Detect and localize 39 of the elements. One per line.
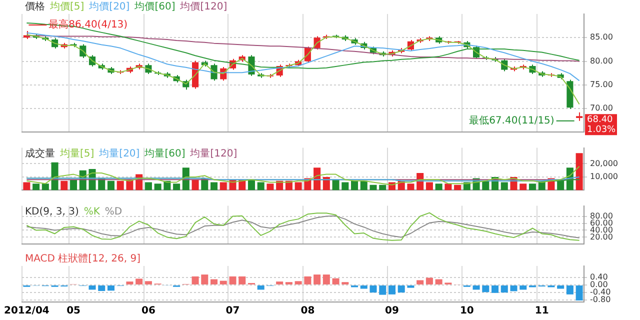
y-tick-label: 75.00	[590, 80, 613, 89]
y-tick-label: -0.80	[590, 295, 611, 304]
y-tick-label: 40.00	[590, 225, 613, 234]
series-label: 均量[20]	[98, 147, 140, 160]
annotation: 最低67.40(11/15)	[469, 115, 554, 126]
series-label: %K	[84, 206, 100, 218]
x-tick-label: 08	[300, 306, 315, 317]
text: 均量[120]	[189, 147, 238, 160]
x-tick-label: 07	[226, 306, 240, 317]
y-tick-label: 10,000	[590, 172, 618, 182]
text: 68.40	[587, 114, 614, 125]
y-tick-label: 80.00	[590, 211, 613, 220]
y-tick-label: 0.40	[590, 272, 608, 282]
x-tick-label: 2012/04	[4, 306, 50, 317]
y-tick-label: 0.00	[590, 280, 608, 290]
series-label: 均量[60]	[144, 147, 186, 160]
chart-title: MACD 柱狀體[12, 26, 9]	[25, 252, 141, 265]
text: 均價[120]	[179, 0, 228, 13]
series-label: %D	[104, 206, 122, 218]
y-tick-label: -0.40	[590, 288, 611, 297]
y-tick-label: 85.00	[590, 32, 613, 42]
legend-title: KD(9, 3, 3)	[25, 206, 79, 218]
y-tick-label: 20,000	[590, 158, 618, 168]
x-tick-label: 05	[66, 306, 81, 317]
x-tick-label: 11	[534, 306, 549, 317]
x-tick-label: 06	[141, 306, 156, 317]
y-tick-label: 20.00	[590, 232, 613, 242]
legend-title: 價格	[25, 0, 45, 13]
text: 均價[20]	[88, 0, 130, 13]
text: 均價[5]	[49, 0, 84, 13]
y-tick-label: 60.00	[590, 218, 613, 228]
y-tick-label: 70.00	[590, 104, 613, 113]
text: 均價[60]	[134, 0, 176, 13]
series-label: 均量[5]	[59, 147, 94, 160]
x-tick-label: 09	[385, 306, 399, 317]
legend-title: 成交量	[25, 147, 55, 160]
text: 1.03%	[587, 124, 616, 135]
x-tick-label: 10	[460, 306, 474, 317]
y-tick-label: 80.00	[590, 56, 613, 66]
